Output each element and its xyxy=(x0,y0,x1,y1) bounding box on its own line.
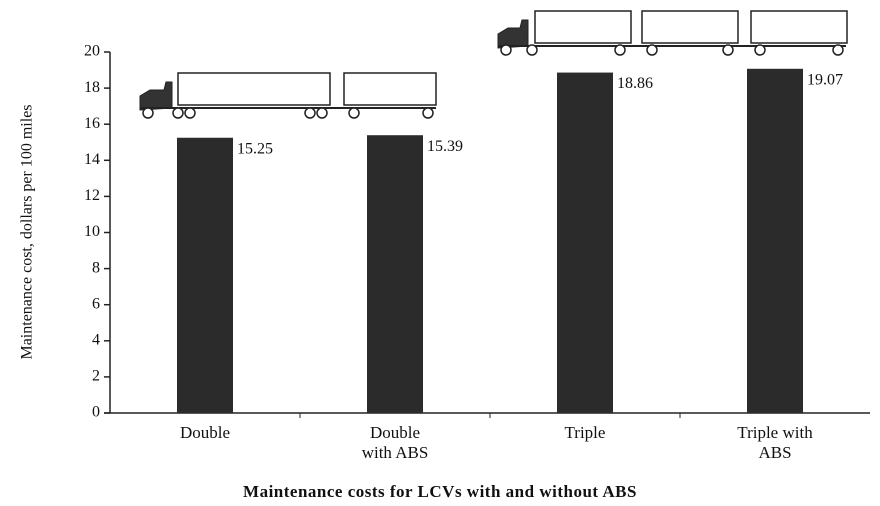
value-label: 19.07 xyxy=(807,71,843,88)
y-tick-label: 2 xyxy=(92,368,100,385)
bar xyxy=(367,135,423,413)
triple-truck-icon xyxy=(497,10,848,56)
x-tick-label: Triple xyxy=(564,423,606,442)
y-tick-label: 16 xyxy=(84,115,100,132)
y-tick-label: 8 xyxy=(92,259,100,276)
y-tick-label: 4 xyxy=(92,331,100,348)
y-tick-label: 14 xyxy=(84,151,100,168)
x-tick-label: Triple with ABS xyxy=(737,423,813,462)
y-axis-label: Maintenance cost, dollars per 100 miles xyxy=(19,104,36,359)
value-label: 15.39 xyxy=(427,138,463,155)
value-label: 15.25 xyxy=(237,140,273,157)
x-tick-label: Double xyxy=(179,423,231,442)
y-tick-label: 18 xyxy=(84,79,100,96)
bar xyxy=(557,72,613,414)
y-tick-label: 10 xyxy=(84,223,100,240)
x-tick-label: Double with ABS xyxy=(361,423,429,462)
value-label: 18.86 xyxy=(617,75,653,92)
y-tick-label: 20 xyxy=(84,43,100,60)
double-truck-icon xyxy=(139,72,437,119)
chart-title: Maintenance costs for LCVs with and with… xyxy=(243,482,637,501)
bar xyxy=(177,137,233,414)
y-tick-label: 6 xyxy=(92,295,100,312)
y-tick-label: 0 xyxy=(92,404,100,421)
bar xyxy=(747,68,803,413)
y-tick-label: 12 xyxy=(84,187,100,204)
